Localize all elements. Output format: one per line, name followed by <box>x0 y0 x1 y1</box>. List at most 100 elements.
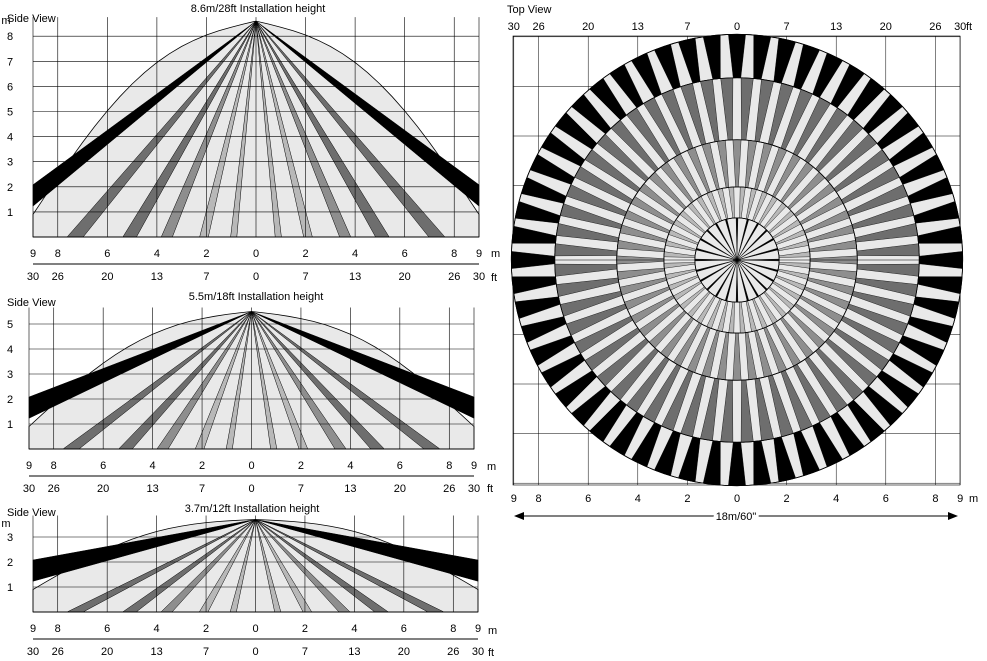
x-tick-label-ft: 13 <box>151 271 163 283</box>
y-axis-unit: m <box>1 15 10 27</box>
bottom-tick-label-m: 6 <box>883 493 889 505</box>
y-tick-label: 6 <box>7 81 13 93</box>
x-tick-label-ft: 13 <box>150 646 162 658</box>
y-tick-label: 3 <box>7 157 13 169</box>
x-tick-label-ft: 7 <box>302 271 308 283</box>
side-view-caption: Side View <box>7 297 56 309</box>
y-tick-label: 5 <box>7 107 13 119</box>
x-tick-label-m: 9 <box>475 623 481 635</box>
x-tick-label-ft: 13 <box>344 483 356 495</box>
y-tick-label: 7 <box>7 56 13 68</box>
x-axis-unit-ft: ft <box>487 483 493 495</box>
x-tick-label-ft: 26 <box>443 483 455 495</box>
y-tick-label: 2 <box>7 182 13 194</box>
x-tick-label-m: 4 <box>154 623 160 635</box>
y-axis-ticks: 1 2 3 4 5 6 7 8 <box>7 31 13 219</box>
x-axis-ticks-ft: 30 26 20 13 7 0 7 13 20 26 30 <box>27 271 485 283</box>
top-tick-label-ft: 26 <box>532 21 544 33</box>
x-tick-label-m: 9 <box>471 460 477 472</box>
side-view-geometry <box>32 515 479 640</box>
side-view-caption: Side View <box>7 13 56 25</box>
x-tick-label-ft: 13 <box>348 646 360 658</box>
x-tick-label-m: 6 <box>402 248 408 260</box>
top-tick-label-ft: 20 <box>582 21 594 33</box>
x-axis-unit-m: m <box>488 625 497 637</box>
bottom-tick-label-m: 9 <box>511 493 517 505</box>
x-tick-label-ft: 26 <box>52 271 64 283</box>
x-tick-label-ft: 0 <box>253 271 259 283</box>
top-tick-label-ft: 7 <box>684 21 690 33</box>
installation-height-title: 5.5m/18ft Installation height <box>189 291 324 303</box>
x-tick-label-m: 0 <box>248 460 254 472</box>
bottom-axis-ticks-m: 9 8 6 4 2 0 2 4 6 8 9 <box>511 493 964 505</box>
installation-height-title: 8.6m/28ft Installation height <box>191 3 326 15</box>
x-tick-label-m: 6 <box>401 623 407 635</box>
x-tick-label-ft: 0 <box>252 646 258 658</box>
side-view-8-6m: Side View 8.6m/28ft Installation height … <box>1 3 500 284</box>
bottom-tick-label-m: 9 <box>957 493 963 505</box>
x-tick-label-ft: 26 <box>48 483 60 495</box>
x-tick-label-m: 2 <box>298 460 304 472</box>
x-tick-label-ft: 20 <box>101 271 113 283</box>
x-tick-label-ft: 26 <box>447 646 459 658</box>
bottom-tick-label-m: 2 <box>784 493 790 505</box>
y-tick-label: 2 <box>7 557 13 569</box>
x-axis-unit-m: m <box>491 248 500 260</box>
y-tick-label: 3 <box>7 369 13 381</box>
side-view-geometry <box>28 307 475 477</box>
x-tick-label-ft: 20 <box>97 483 109 495</box>
bottom-tick-label-m: 2 <box>684 493 690 505</box>
x-tick-label-m: 8 <box>55 623 61 635</box>
bottom-tick-label-m: 4 <box>833 493 839 505</box>
x-axis-ticks-m: 9 8 6 4 2 0 2 4 6 8 9 <box>30 248 482 260</box>
installation-height-title: 3.7m/12ft Installation height <box>185 503 320 515</box>
x-tick-label-ft: 20 <box>101 646 113 658</box>
side-view-5-5m: Side View 5.5m/18ft Installation height … <box>7 291 496 495</box>
x-tick-label-m: 2 <box>203 248 209 260</box>
x-tick-label-ft: 7 <box>302 646 308 658</box>
x-tick-label-ft: 30 <box>472 646 484 658</box>
span-arrow <box>514 512 958 520</box>
x-tick-label-m: 9 <box>476 248 482 260</box>
x-axis-ticks-ft: 30 26 20 13 7 0 7 13 20 26 30 <box>27 646 484 658</box>
top-tick-label-ft: 0 <box>734 21 740 33</box>
x-tick-label-m: 2 <box>302 248 308 260</box>
x-tick-label-m: 8 <box>55 248 61 260</box>
y-axis-ticks: 1 2 3 <box>7 532 13 594</box>
x-tick-label-m: 8 <box>451 248 457 260</box>
x-tick-label-ft: 30 <box>27 646 39 658</box>
bottom-tick-label-m: 4 <box>635 493 641 505</box>
top-tick-label-ft: 20 <box>880 21 892 33</box>
y-tick-label: 1 <box>7 419 13 431</box>
x-tick-label-ft: 7 <box>203 271 209 283</box>
x-tick-label-m: 0 <box>253 248 259 260</box>
top-tick-label-ft: 13 <box>830 21 842 33</box>
y-tick-label: 1 <box>7 582 13 594</box>
x-tick-label-m: 6 <box>397 460 403 472</box>
x-axis-ticks-m: 9 8 6 4 2 0 2 4 6 8 9 <box>30 623 481 635</box>
x-tick-label-ft: 30 <box>23 483 35 495</box>
x-tick-label-m: 4 <box>154 248 160 260</box>
x-tick-label-m: 6 <box>104 623 110 635</box>
side-view-3-7m: Side View 3.7m/12ft Installation height … <box>1 503 497 659</box>
side-view-caption: Side View <box>7 507 56 519</box>
x-tick-label-m: 9 <box>30 248 36 260</box>
x-axis-unit-m: m <box>487 461 496 473</box>
x-tick-label-m: 6 <box>100 460 106 472</box>
x-tick-label-ft: 7 <box>199 483 205 495</box>
bottom-tick-label-m: 0 <box>734 493 740 505</box>
x-axis-ticks-ft: 30 26 20 13 7 0 7 13 20 26 30 <box>23 483 480 495</box>
y-tick-label: 8 <box>7 31 13 43</box>
x-tick-label-m: 4 <box>347 460 353 472</box>
x-tick-label-ft: 20 <box>399 271 411 283</box>
x-axis-unit-ft: ft <box>491 272 497 284</box>
x-tick-label-ft: 20 <box>394 483 406 495</box>
top-tick-label-ft: 13 <box>632 21 644 33</box>
bottom-axis-unit-m: m <box>969 493 978 505</box>
x-tick-label-m: 2 <box>203 623 209 635</box>
span-label: 18m/60" <box>716 511 757 523</box>
y-tick-label: 4 <box>7 344 13 356</box>
x-tick-label-ft: 26 <box>52 646 64 658</box>
x-tick-label-m: 9 <box>26 460 32 472</box>
